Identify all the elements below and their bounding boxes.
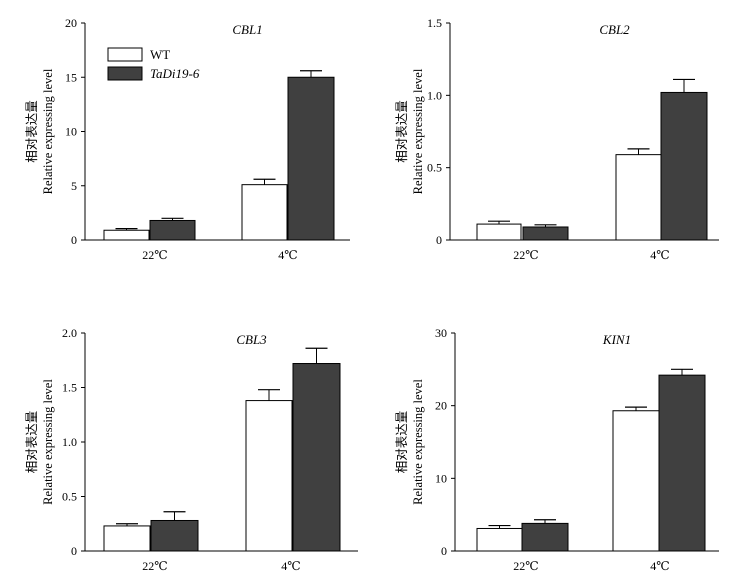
- y-tick-label: 0: [436, 233, 442, 247]
- bar-wt: [612, 410, 660, 552]
- x-tick-label: 4℃: [281, 559, 300, 573]
- x-tick-label: 4℃: [650, 248, 669, 262]
- y-tick-label: 5: [71, 179, 77, 193]
- bar-tadi19-6: [658, 374, 706, 552]
- chart-panel-2: 0 0.5 1.0 1.5 22℃ 4℃ CBL2 相对表达量 Relative express…: [395, 16, 719, 262]
- y-tick-label: 10: [435, 471, 447, 485]
- y-tick-label: 1.5: [62, 381, 77, 395]
- legend-swatch-wt: [107, 47, 143, 62]
- y-tick-label: 1.0: [427, 88, 442, 102]
- bar-tadi19-6: [660, 91, 708, 241]
- y-tick-label: 2.0: [62, 326, 77, 340]
- bar-tadi19-6: [292, 363, 341, 552]
- bar-wt: [103, 229, 150, 241]
- y-tick-label: 20: [65, 16, 77, 30]
- y-axis-label-cn: 相对表达量: [395, 411, 409, 474]
- y-axis-label-en: Relative expressing level: [41, 379, 55, 505]
- bar-tadi19-6: [150, 519, 199, 552]
- bar-tadi19-6: [149, 219, 196, 241]
- bar-wt: [476, 527, 523, 552]
- chart-title: CBL1: [232, 22, 262, 37]
- bar-wt: [615, 154, 662, 241]
- bar-wt: [245, 400, 293, 552]
- y-tick-label: 0.5: [62, 490, 77, 504]
- y-tick-label: 0: [71, 544, 77, 558]
- x-tick-label: 22℃: [142, 248, 167, 262]
- bar-tadi19-6: [287, 76, 335, 241]
- bar-tadi19-6: [522, 226, 569, 241]
- chart-panel-1: 0 5 10 15 20 22℃ 4℃ CBL1 相对表达量 Relative expressin…: [25, 16, 350, 262]
- bar-wt: [241, 184, 288, 241]
- y-tick-label: 10: [65, 125, 77, 139]
- legend-swatch-tadi19-6: [107, 66, 143, 81]
- y-tick-label: 0.5: [427, 161, 442, 175]
- bar-tadi19-6: [521, 522, 569, 552]
- bar-wt: [103, 525, 151, 552]
- bar-wt: [476, 223, 522, 241]
- chart-panel-3: 0 0.5 1.0 1.5 2.0 22℃ 4℃ CBL3 相对表达量 Relative expr…: [25, 326, 358, 573]
- x-tick-label: 22℃: [513, 248, 538, 262]
- y-axis-label-en: Relative expressing level: [411, 379, 425, 505]
- chart-title: KIN1: [602, 332, 631, 347]
- y-axis-label-en: Relative expressing level: [41, 68, 55, 194]
- y-axis-label-cn: 相对表达量: [25, 100, 39, 163]
- x-tick-label: 4℃: [650, 559, 669, 573]
- chart-title: CBL2: [599, 22, 630, 37]
- y-tick-label: 20: [435, 399, 447, 413]
- legend-label: WT: [150, 47, 170, 62]
- y-axis-label-en: Relative expressing level: [411, 68, 425, 194]
- y-tick-label: 1.5: [427, 16, 442, 30]
- y-axis-label-cn: 相对表达量: [25, 411, 39, 474]
- x-tick-label: 22℃: [142, 559, 167, 573]
- x-tick-label: 22℃: [513, 559, 538, 573]
- x-tick-label: 4℃: [278, 248, 297, 262]
- y-tick-label: 0: [441, 544, 447, 558]
- y-tick-label: 0: [71, 233, 77, 247]
- y-tick-label: 15: [65, 70, 77, 84]
- chart-panel-4: 0 10 20 30 22℃ 4℃ KIN1 相对表达量 Relative expressing…: [395, 326, 719, 573]
- chart-title: CBL3: [236, 332, 267, 347]
- y-tick-label: 1.0: [62, 435, 77, 449]
- legend: WT TaDi19-6: [107, 47, 200, 81]
- y-tick-label: 30: [435, 326, 447, 340]
- legend-label: TaDi19-6: [150, 66, 200, 81]
- y-axis-label-cn: 相对表达量: [395, 100, 409, 163]
